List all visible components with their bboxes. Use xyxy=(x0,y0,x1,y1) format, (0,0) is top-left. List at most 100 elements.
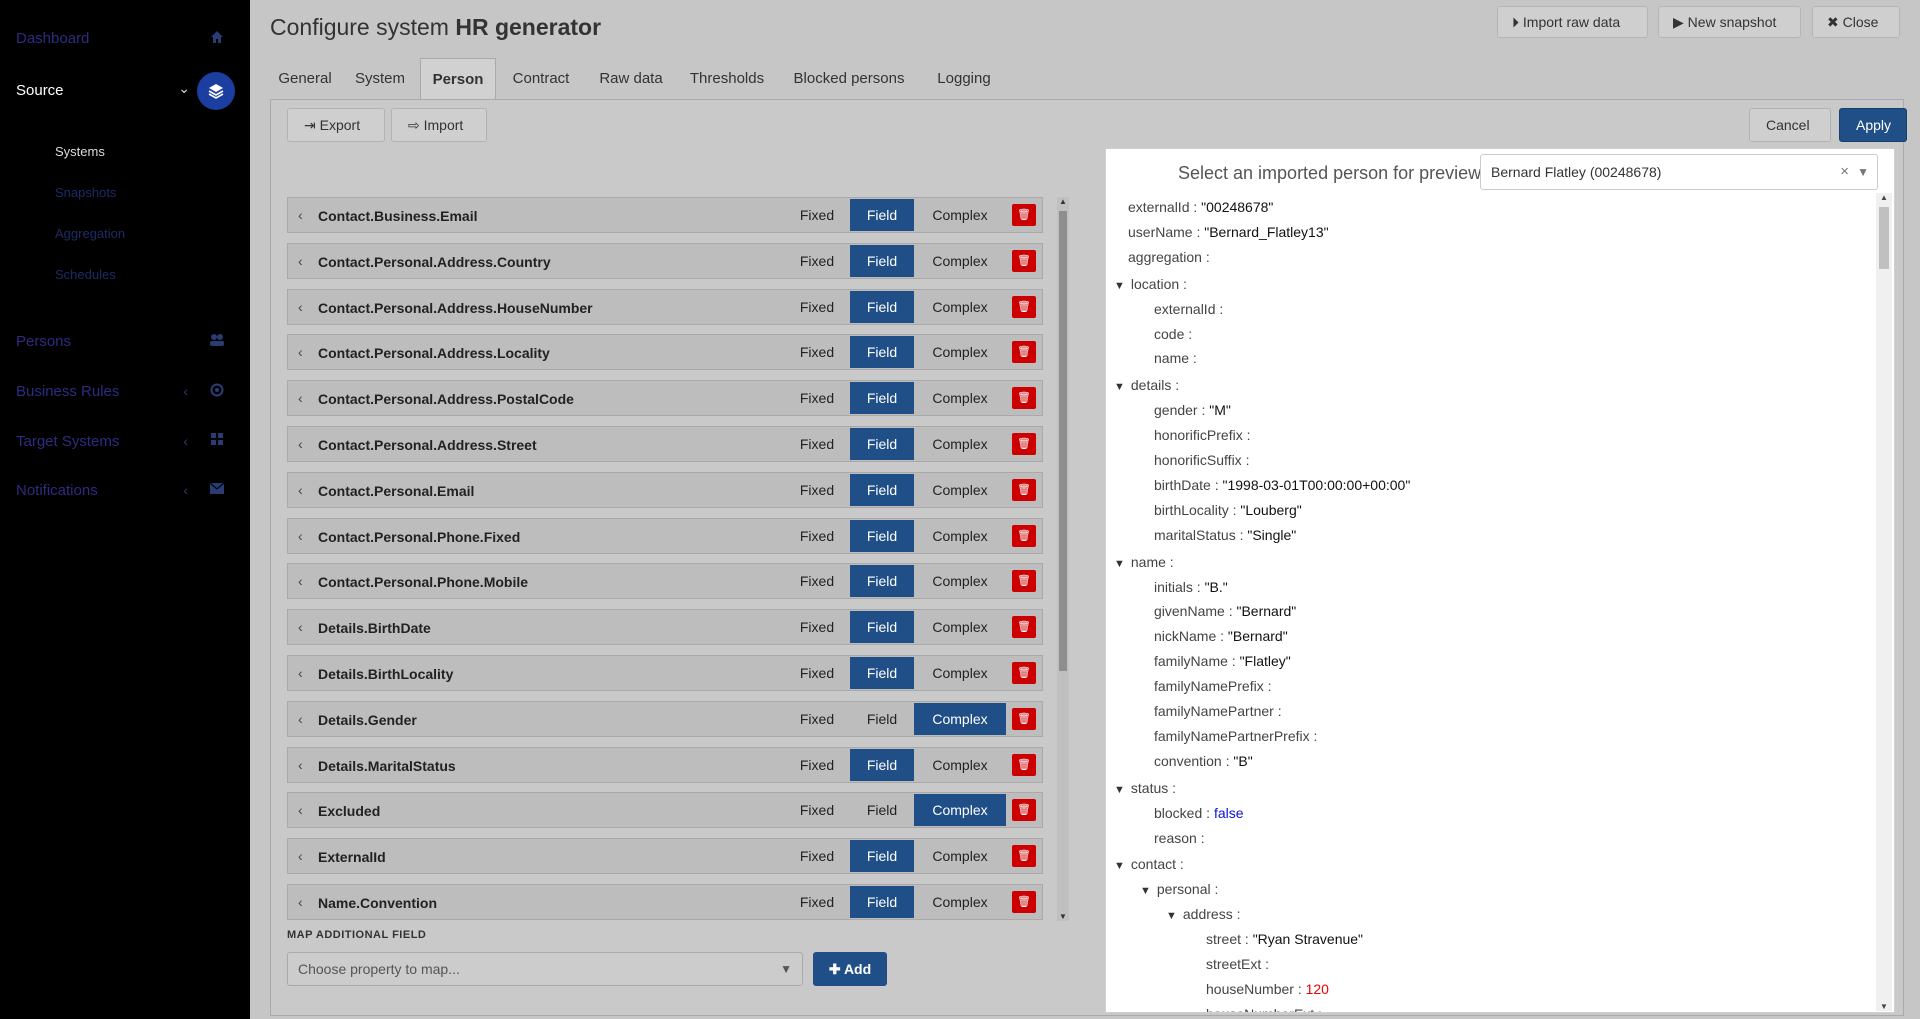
mode-fixed-button[interactable]: Fixed xyxy=(799,619,835,636)
import-button[interactable]: ⇨ Import xyxy=(391,108,487,142)
mode-field-button[interactable]: Field xyxy=(850,611,914,644)
caret-down-icon[interactable]: ▼ xyxy=(1166,910,1177,923)
apply-button[interactable]: Apply xyxy=(1839,108,1907,142)
tree-node[interactable]: ▼ status : xyxy=(1114,780,1176,796)
field-row[interactable]: ‹ Contact.Personal.Phone.Mobile Fixed Field… xyxy=(287,563,1043,600)
mode-complex-button[interactable]: Complex xyxy=(932,665,988,681)
nav-source[interactable]: Source ⌄ xyxy=(0,72,250,110)
mode-field-button[interactable]: Field xyxy=(850,428,914,460)
field-row[interactable]: ‹ Excluded Fixed Field Complex 🗑 xyxy=(287,792,1043,829)
preview-person-select[interactable]: Bernard Flatley (00248678) × ▼ xyxy=(1480,154,1878,190)
chevron-left-icon[interactable]: ‹ xyxy=(298,436,303,452)
tree-node[interactable]: ▼ details : xyxy=(1114,377,1179,393)
mode-complex-button[interactable]: Complex xyxy=(932,252,988,269)
tree-node[interactable]: ▼ name : xyxy=(1114,554,1174,570)
mode-field-button[interactable]: Field xyxy=(850,199,914,231)
caret-down-icon[interactable]: ▼ xyxy=(1114,860,1125,873)
tab-system[interactable]: System xyxy=(354,70,405,87)
field-row[interactable]: ‹ Contact.Personal.Address.Street Fixed Fie… xyxy=(287,426,1043,462)
mode-complex-button[interactable]: Complex xyxy=(932,344,988,361)
clear-selection-icon[interactable]: × xyxy=(1840,163,1849,180)
chevron-left-icon[interactable]: ‹ xyxy=(298,665,303,681)
trash-icon[interactable]: 🗑 xyxy=(1012,433,1036,455)
field-list-scrollbar[interactable]: ▲ ▼ xyxy=(1057,197,1069,921)
field-row[interactable]: ‹ Contact.Personal.Phone.Fixed Fixed Field C… xyxy=(287,517,1043,554)
field-row[interactable]: ‹ Contact.Personal.Address.Country Fixed Fi… xyxy=(287,242,1043,279)
tab-person[interactable]: Person xyxy=(420,58,496,100)
mode-fixed-button[interactable]: Fixed xyxy=(799,802,835,819)
tab-general[interactable]: General xyxy=(278,70,332,87)
mode-fixed-button[interactable]: Fixed xyxy=(799,573,835,590)
caret-down-icon[interactable]: ▼ xyxy=(1140,885,1151,898)
mode-fixed-button[interactable]: Fixed xyxy=(799,527,835,544)
mode-fixed-button[interactable]: Fixed xyxy=(799,481,835,498)
map-property-select[interactable]: Choose property to map... ▼ xyxy=(287,952,803,986)
mode-field-button[interactable]: Field xyxy=(850,473,914,506)
field-row[interactable]: ‹ Name.Convention Fixed Field Complex 🗑 xyxy=(287,884,1043,920)
mode-fixed-button[interactable]: Fixed xyxy=(799,894,835,910)
mode-field-button[interactable]: Field xyxy=(850,886,914,918)
chevron-left-icon[interactable]: ‹ xyxy=(298,390,303,407)
caret-down-icon[interactable]: ▼ xyxy=(1114,557,1125,570)
cancel-button[interactable]: Cancel xyxy=(1749,108,1831,142)
mode-field-button[interactable]: Field xyxy=(850,657,914,689)
field-row[interactable]: ‹ Contact.Personal.Address.HouseNumber Fix… xyxy=(287,288,1043,325)
field-list-scroll-thumb[interactable] xyxy=(1059,211,1067,671)
mode-complex-button[interactable]: Complex xyxy=(932,436,988,452)
trash-icon[interactable]: 🗑 xyxy=(1012,570,1036,593)
mode-fixed-button[interactable]: Fixed xyxy=(799,390,835,407)
import-raw-data-button[interactable]: ⏵ Import raw data xyxy=(1497,6,1648,38)
trash-icon[interactable]: 🗑 xyxy=(1012,478,1036,501)
field-row[interactable]: ‹ Contact.Personal.Address.PostalCode Fixe… xyxy=(287,380,1043,417)
mode-fixed-button[interactable]: Fixed xyxy=(799,665,835,681)
tree-node[interactable]: ▼ personal : xyxy=(1140,881,1218,897)
trash-icon[interactable]: 🗑 xyxy=(1012,616,1036,639)
mode-field-button[interactable]: Field xyxy=(850,382,914,415)
nav-dashboard[interactable]: Dashboard xyxy=(0,20,250,60)
nav-notifications[interactable]: Notifications ‹ xyxy=(0,472,250,512)
field-row[interactable]: ‹ Details.MaritalStatus Fixed Field Complex 🗑 xyxy=(287,746,1043,783)
field-row[interactable]: ‹ Details.BirthDate Fixed Field Complex 🗑 xyxy=(287,609,1043,646)
mode-complex-button[interactable]: Complex xyxy=(914,794,1006,827)
close-button[interactable]: ✖ Close xyxy=(1812,6,1900,38)
tree-node[interactable]: ▼ contact : xyxy=(1114,856,1184,872)
sub-item-aggregation[interactable]: Aggregation xyxy=(55,226,126,241)
sub-item-snapshots[interactable]: Snapshots xyxy=(55,185,117,200)
trash-icon[interactable]: 🗑 xyxy=(1012,341,1036,364)
mode-complex-button[interactable]: Complex xyxy=(932,527,988,544)
sub-item-systems[interactable]: Systems xyxy=(55,144,105,159)
tree-node[interactable]: ▼ address : xyxy=(1166,906,1240,922)
tab-logging[interactable]: Logging xyxy=(937,70,991,87)
mode-field-button[interactable]: Field xyxy=(850,748,914,781)
preview-scrollbar[interactable]: ▲ ▼ xyxy=(1876,193,1892,1011)
tab-blocked-persons[interactable]: Blocked persons xyxy=(793,70,905,87)
trash-icon[interactable]: 🗑 xyxy=(1012,204,1036,226)
mode-complex-button[interactable]: Complex xyxy=(932,619,988,636)
tree-node[interactable]: ▼ location : xyxy=(1114,276,1187,292)
mode-field-button[interactable]: Field xyxy=(850,290,914,323)
field-row[interactable]: ‹ Details.Gender Fixed Field Complex 🗑 xyxy=(287,700,1043,737)
mode-fixed-button[interactable]: Fixed xyxy=(799,756,835,773)
trash-icon[interactable]: 🗑 xyxy=(1012,799,1036,822)
chevron-left-icon[interactable]: ‹ xyxy=(298,207,303,223)
mode-complex-button[interactable]: Complex xyxy=(932,848,988,865)
mode-field-button[interactable]: Field xyxy=(850,565,914,598)
mode-fixed-button[interactable]: Fixed xyxy=(799,344,835,361)
mode-field-button[interactable]: Field xyxy=(850,519,914,552)
mode-field-button[interactable]: Field xyxy=(850,336,914,369)
chevron-left-icon[interactable]: ‹ xyxy=(298,344,303,361)
chevron-left-icon[interactable]: ‹ xyxy=(298,573,303,590)
mode-complex-button[interactable]: Complex xyxy=(932,390,988,407)
mode-complex-button[interactable]: Complex xyxy=(932,207,988,223)
mode-field-button[interactable]: Field xyxy=(850,244,914,277)
chevron-left-icon[interactable]: ‹ xyxy=(298,252,303,269)
caret-down-icon[interactable]: ▼ xyxy=(1114,381,1125,394)
mode-fixed-button[interactable]: Fixed xyxy=(799,848,835,865)
tab-thresholds[interactable]: Thresholds xyxy=(689,70,765,87)
trash-icon[interactable]: 🗑 xyxy=(1012,845,1036,868)
trash-icon[interactable]: 🗑 xyxy=(1012,249,1036,272)
mode-field-button[interactable]: Field xyxy=(866,802,898,819)
export-button[interactable]: ⇥ Export xyxy=(287,108,385,142)
trash-icon[interactable]: 🗑 xyxy=(1012,387,1036,410)
add-field-button[interactable]: ✚ Add xyxy=(813,952,887,986)
